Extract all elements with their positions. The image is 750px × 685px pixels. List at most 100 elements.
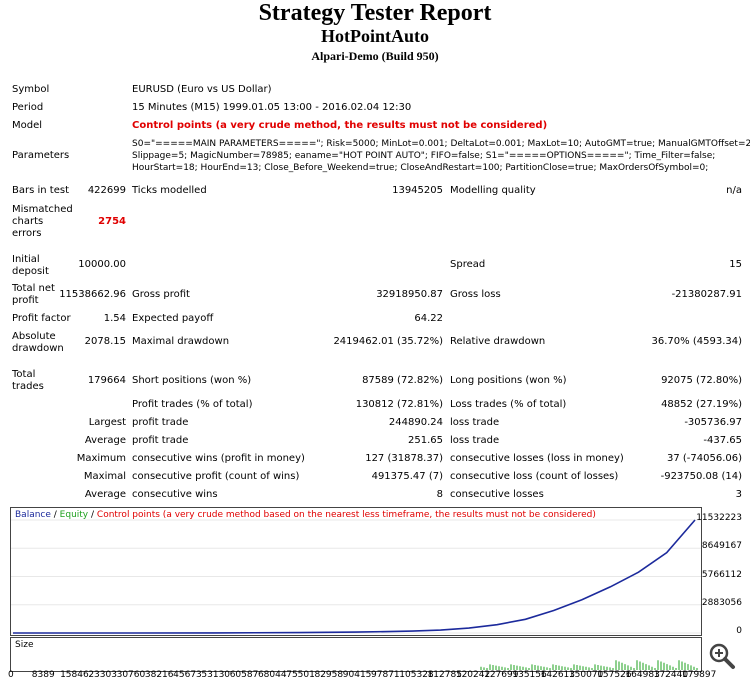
average-profit-value: 251.65 bbox=[408, 435, 443, 446]
legend-equity: Equity bbox=[59, 510, 89, 520]
largest-loss-label: loss trade bbox=[450, 417, 500, 428]
mismatch-label-1: Mismatched bbox=[12, 204, 73, 215]
size-chart-plot bbox=[480, 660, 698, 670]
spread-label: Spread bbox=[450, 259, 486, 270]
long-value: 92075 (72.80%) bbox=[661, 375, 742, 386]
deposit-label-2: deposit bbox=[12, 266, 49, 277]
mismatch-label-3: errors bbox=[12, 228, 42, 239]
reldd-value: 36.70% (4593.34) bbox=[651, 336, 742, 347]
bars-value: 422699 bbox=[87, 185, 126, 196]
period-label: Period bbox=[12, 102, 44, 113]
pf-value: 1.54 bbox=[103, 313, 126, 324]
maxdd-value: 2419462.01 (35.72%) bbox=[333, 336, 443, 347]
x-tick-label: 30760 bbox=[116, 670, 146, 680]
x-tick-label: 135156 bbox=[512, 670, 547, 680]
x-tick-label: 172440 bbox=[653, 670, 689, 680]
mismatch-value: 2754 bbox=[98, 216, 126, 227]
zoom-icon[interactable] bbox=[708, 642, 736, 670]
short-label: Short positions (won %) bbox=[132, 375, 252, 386]
netprofit-value: 11538662.96 bbox=[59, 289, 126, 300]
y-tick-label: 0 bbox=[736, 626, 742, 636]
pf-label: Profit factor bbox=[12, 313, 71, 324]
netprofit-label-1: Total net bbox=[12, 283, 55, 294]
maxprofit-value: 491375.47 (7) bbox=[371, 471, 443, 482]
parameters-line-1: S0="=====MAIN PARAMETERS====="; Risk=500… bbox=[132, 139, 750, 149]
legend-sep-1: / bbox=[50, 510, 60, 520]
size-chart: Size bbox=[10, 637, 702, 672]
x-tick-label: 157526 bbox=[597, 670, 632, 680]
size-label: Size bbox=[15, 640, 34, 650]
maxloss-value: -923750.08 (14) bbox=[660, 471, 742, 482]
x-tick-label: 120242 bbox=[455, 670, 491, 680]
parameters-line-2: Slippage=5; MagicNumber=78985; eaname="H… bbox=[132, 151, 716, 161]
grossprofit-value: 32918950.87 bbox=[376, 289, 443, 300]
symbol-label: Symbol bbox=[12, 84, 50, 95]
server-name: Alpari-Demo (Build 950) bbox=[311, 49, 439, 63]
x-tick-label: 105328 bbox=[399, 670, 434, 680]
x-tick-label: 75501 bbox=[286, 670, 315, 680]
deposit-label-1: Initial bbox=[12, 254, 40, 265]
x-tick-label: 112785 bbox=[427, 670, 462, 680]
largest-profit-value: 244890.24 bbox=[388, 417, 443, 428]
deposit-value: 10000.00 bbox=[78, 259, 126, 270]
y-tick-label: 8649167 bbox=[701, 541, 742, 552]
legend-sep-2: / bbox=[88, 510, 97, 520]
balance-line bbox=[13, 519, 696, 634]
x-tick-label: 68044 bbox=[257, 670, 287, 680]
maxdd-label: Maximal drawdown bbox=[132, 336, 230, 347]
maxlosses-label: consecutive losses (loss in money) bbox=[450, 453, 624, 464]
grossprofit-label: Gross profit bbox=[132, 289, 190, 300]
spread-value: 15 bbox=[729, 259, 742, 270]
x-tick-label: 60587 bbox=[229, 670, 259, 680]
x-tick-label: 179897 bbox=[682, 670, 717, 680]
quality-value: n/a bbox=[726, 185, 742, 196]
trades-label-2: trades bbox=[12, 381, 44, 392]
largest-profit-label: profit trade bbox=[132, 417, 189, 428]
maxprofit-label: consecutive profit (count of wins) bbox=[132, 471, 300, 482]
model-value: Control points (a very crude method, the… bbox=[132, 120, 548, 131]
avg2-label: Average bbox=[84, 489, 126, 500]
symbol-value: EURUSD (Euro vs US Dollar) bbox=[132, 84, 272, 95]
maxwins-label: consecutive wins (profit in money) bbox=[132, 453, 305, 464]
balance-chart: Balance / Equity / Control points (a ver… bbox=[10, 507, 702, 636]
ep-label: Expected payoff bbox=[132, 313, 214, 324]
chart-legend: Balance / Equity / Control points (a ver… bbox=[15, 510, 596, 520]
mismatch-label-2: charts bbox=[12, 216, 44, 227]
x-tick-label: 8389 bbox=[31, 670, 55, 680]
x-tick-label: 150070 bbox=[568, 670, 604, 680]
maximum-label: Maximum bbox=[76, 453, 126, 464]
x-tick-label: 142613 bbox=[540, 670, 575, 680]
average-loss-label: loss trade bbox=[450, 435, 500, 446]
average-loss-value: -437.65 bbox=[703, 435, 742, 446]
x-tick-label: 23303 bbox=[88, 670, 117, 680]
x-tick-label: 15846 bbox=[60, 670, 89, 680]
average-profit-label: profit trade bbox=[132, 435, 189, 446]
long-label: Long positions (won %) bbox=[450, 375, 567, 386]
absdd-label-2: drawdown bbox=[12, 343, 64, 354]
x-tick-label: 127699 bbox=[484, 670, 519, 680]
x-tick-label: 90415 bbox=[342, 670, 372, 680]
maxloss-label: consecutive loss (count of losses) bbox=[450, 471, 619, 482]
trades-value: 179664 bbox=[87, 375, 126, 386]
ep-value: 64.22 bbox=[414, 313, 443, 324]
y-tick-label: 5766112 bbox=[701, 569, 742, 580]
trades-label-1: Total bbox=[12, 369, 36, 380]
legend-balance: Balance bbox=[15, 510, 51, 520]
x-tick-label: 0 bbox=[8, 670, 14, 680]
period-value: 15 Minutes (M15) 1999.01.05 13:00 - 2016… bbox=[132, 102, 412, 113]
avgwins-label: consecutive wins bbox=[132, 489, 218, 500]
x-tick-label: 38216 bbox=[144, 670, 174, 680]
expert-name: HotPointAuto bbox=[321, 26, 429, 46]
y-tick-label: 11532223 bbox=[696, 513, 742, 523]
x-tick-label: 97871 bbox=[371, 670, 400, 680]
average-label: Average bbox=[84, 435, 126, 446]
grossloss-label: Gross loss bbox=[450, 289, 501, 300]
avglosses-value: 3 bbox=[735, 489, 742, 500]
avgwins-value: 8 bbox=[436, 489, 443, 500]
parameters-line-3: HourStart=18; HourEnd=13; Close_Before_W… bbox=[132, 163, 709, 173]
legend-note: Control points (a very crude method base… bbox=[96, 510, 596, 520]
report-title: Strategy Tester Report bbox=[258, 0, 492, 26]
netprofit-label-2: profit bbox=[12, 295, 39, 306]
x-tick-label: 53130 bbox=[201, 670, 231, 680]
ltrades-label: Loss trades (% of total) bbox=[450, 399, 567, 410]
